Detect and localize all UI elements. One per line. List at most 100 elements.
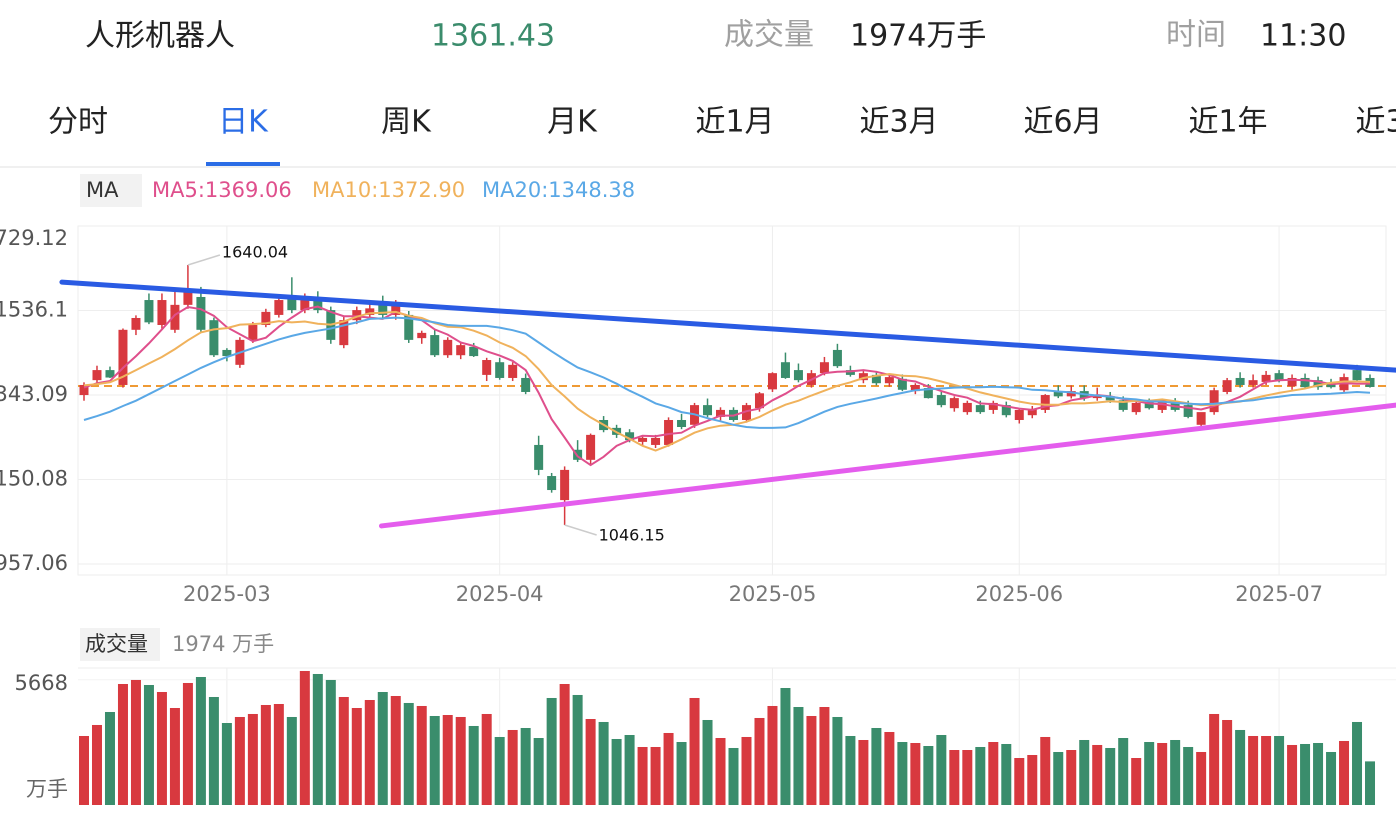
volume-bar bbox=[468, 725, 479, 805]
volume-bar bbox=[1222, 719, 1233, 805]
volume-bar bbox=[910, 742, 921, 805]
y-tick-label: 5668 bbox=[15, 671, 68, 695]
candle-body bbox=[936, 395, 946, 406]
volume-bar bbox=[988, 742, 999, 805]
volume-bar bbox=[182, 682, 193, 805]
volume-bar bbox=[884, 731, 895, 805]
volume-bar bbox=[91, 724, 102, 805]
candle-body bbox=[274, 300, 284, 315]
volume-bar bbox=[806, 715, 817, 805]
max-leader bbox=[187, 254, 221, 266]
candle-body bbox=[144, 300, 154, 323]
volume-bar bbox=[1300, 743, 1311, 805]
candle-body bbox=[222, 349, 232, 357]
ma-line bbox=[83, 305, 1371, 467]
tab[interactable]: 日K bbox=[218, 105, 269, 140]
tab[interactable]: 分时 bbox=[48, 105, 108, 140]
tab[interactable]: 近1月 bbox=[695, 105, 774, 140]
y-tick-label: 1536.1 bbox=[0, 298, 68, 322]
volume-bar bbox=[1027, 754, 1038, 805]
candle-body bbox=[1300, 377, 1310, 388]
volume-bar bbox=[520, 727, 531, 805]
volume-bar bbox=[975, 746, 986, 805]
candle-body bbox=[1287, 377, 1297, 387]
candle-body bbox=[1014, 409, 1024, 420]
candle-body bbox=[170, 304, 180, 330]
candle-body bbox=[819, 362, 829, 374]
volume-bar bbox=[1053, 751, 1064, 805]
volume-bar bbox=[416, 705, 427, 805]
tab[interactable]: 近6月 bbox=[1023, 105, 1102, 140]
volume-bar bbox=[390, 695, 401, 805]
volume-unit: 万手 bbox=[26, 777, 68, 801]
candle-body bbox=[1040, 395, 1050, 410]
candle-body bbox=[1066, 391, 1076, 397]
volume-bar bbox=[1144, 742, 1155, 805]
legend-entry: MA20:1348.38 bbox=[482, 178, 635, 202]
candle-body bbox=[651, 437, 661, 445]
tab-underline bbox=[206, 162, 280, 166]
volume-bar bbox=[351, 707, 362, 805]
volume-bar bbox=[1157, 742, 1168, 805]
candle-body bbox=[300, 300, 310, 311]
candle-body bbox=[1235, 377, 1245, 385]
min-leader bbox=[564, 524, 597, 536]
candle-body bbox=[845, 370, 855, 375]
legend-box bbox=[80, 174, 142, 207]
candle-body bbox=[508, 364, 518, 378]
volume-bar bbox=[1235, 729, 1246, 805]
volume-bar bbox=[442, 714, 453, 805]
candle-body bbox=[521, 377, 531, 392]
candle-body bbox=[949, 398, 959, 409]
volume-bar bbox=[793, 707, 804, 805]
tab[interactable]: 近3月 bbox=[859, 105, 938, 140]
candle-body bbox=[1222, 380, 1232, 392]
candle-body bbox=[586, 434, 596, 460]
candle-body bbox=[365, 308, 375, 315]
tab[interactable]: 近1年 bbox=[1188, 105, 1267, 140]
candle-body bbox=[962, 402, 972, 413]
volume-bar bbox=[871, 727, 882, 805]
candle-body bbox=[1365, 377, 1375, 387]
stock-name: 人形机器人 bbox=[85, 19, 235, 54]
candle-body bbox=[118, 329, 128, 385]
min-label: 1046.15 bbox=[599, 525, 665, 544]
candle-body bbox=[884, 377, 894, 384]
legend-title: MA bbox=[86, 178, 119, 202]
candle-body bbox=[677, 419, 687, 427]
volume-bar bbox=[741, 736, 752, 805]
volume-bar bbox=[923, 746, 934, 805]
max-label: 1640.04 bbox=[222, 242, 288, 261]
volume-bar bbox=[676, 742, 687, 805]
candle-body bbox=[313, 300, 323, 311]
volume-bar bbox=[845, 735, 856, 805]
tab[interactable]: 周K bbox=[381, 105, 432, 140]
volume-bar bbox=[273, 703, 284, 805]
time-label: 时间 bbox=[1166, 18, 1226, 53]
candle-body bbox=[703, 405, 713, 416]
candle-body bbox=[391, 304, 401, 315]
tab[interactable]: 月K bbox=[547, 105, 598, 140]
volume-bar bbox=[1287, 744, 1298, 805]
volume-bar bbox=[637, 746, 648, 805]
candle-body bbox=[1144, 402, 1154, 409]
candle-body bbox=[1027, 409, 1037, 416]
candle-body bbox=[716, 409, 726, 417]
ma-line bbox=[83, 310, 1371, 452]
time-value: 11:30 bbox=[1260, 19, 1346, 54]
volume-bar bbox=[702, 719, 713, 805]
volume-bar bbox=[936, 734, 947, 805]
volume-bar bbox=[286, 716, 297, 805]
volume-bar bbox=[585, 718, 596, 805]
candle-body bbox=[1196, 412, 1206, 425]
candle-body bbox=[79, 384, 89, 396]
tab[interactable]: 近3年 bbox=[1355, 105, 1396, 140]
volume-bar bbox=[234, 716, 245, 805]
candle-body bbox=[1053, 391, 1063, 397]
volume-bar bbox=[819, 707, 830, 805]
candle-body bbox=[1261, 374, 1271, 382]
legend-entry: MA5:1369.06 bbox=[152, 178, 292, 202]
candle-body bbox=[858, 373, 868, 381]
volume-bar bbox=[143, 684, 154, 805]
